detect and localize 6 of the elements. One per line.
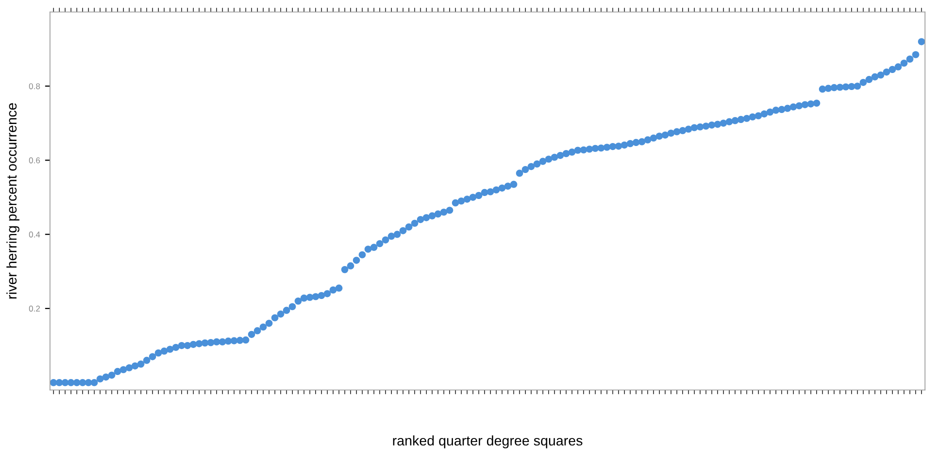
y-axis-title: river herring percent occurrence bbox=[6, 103, 20, 298]
y-tick-label: 0.8 bbox=[29, 83, 40, 90]
x-axis-title: ranked quarter degree squares bbox=[393, 435, 582, 448]
y-tick-label: 0.4 bbox=[29, 232, 40, 238]
y-tick-label: 0.6 bbox=[29, 157, 40, 164]
y-tick-label: 0.2 bbox=[29, 306, 40, 312]
